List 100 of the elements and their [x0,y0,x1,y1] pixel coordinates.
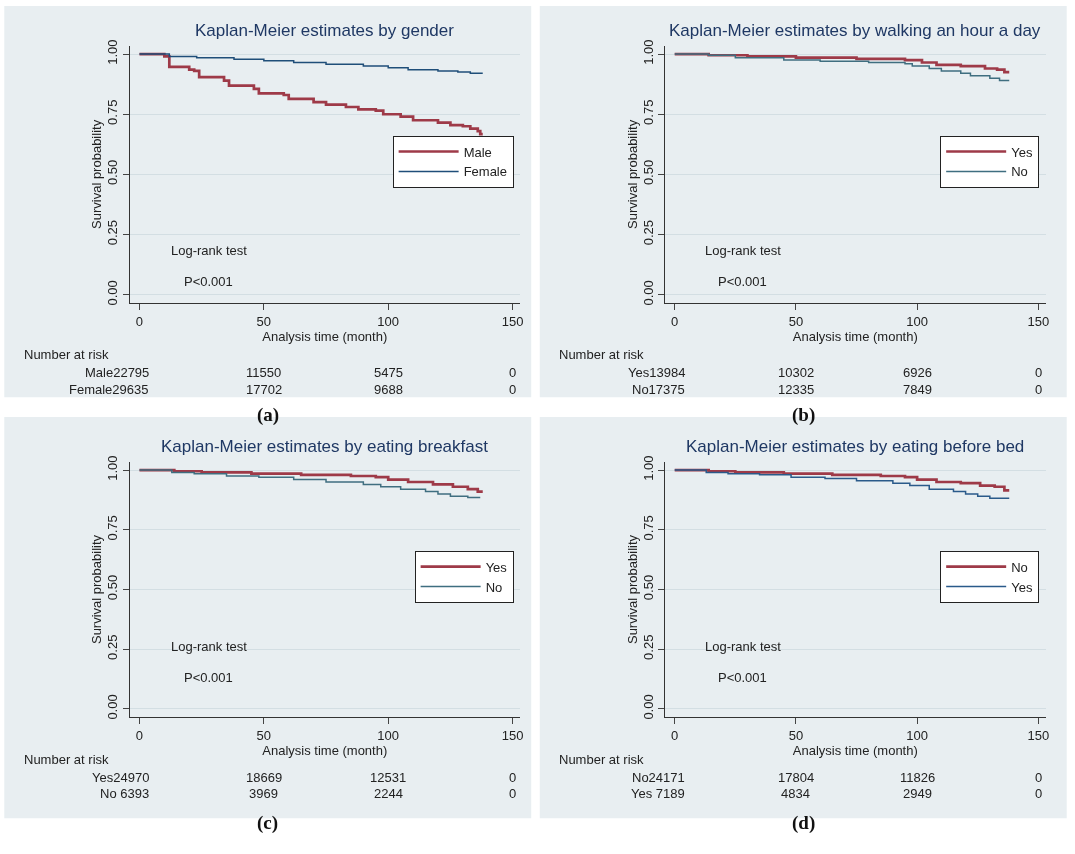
legend-label: No [1011,559,1028,575]
text: 10302 [778,365,815,380]
x-tick-label: 50 [256,727,272,743]
text: No 6393 [100,786,150,801]
y-tick-label: 0.00 [640,694,656,720]
text: No17375 [632,382,685,397]
y-tick-label: 0.25 [640,634,656,660]
legend-label: Yes [1011,579,1033,595]
text: Male22795 [85,365,150,380]
x-axis-title: Analysis time (month) [262,328,388,344]
y-tick-label: 0.00 [105,694,121,720]
y-tick-label: 0.50 [640,159,656,186]
y-tick-label: 0.75 [640,515,656,541]
text: 0 [509,365,517,380]
chart-title: Kaplan-Meier estimates by gender [195,21,455,40]
y-tick-label: 1.00 [105,39,121,65]
x-tick-label: 0 [671,313,679,329]
x-tick-label: 50 [256,313,272,329]
x-tick-label: 0 [135,313,144,329]
text: 3969 [249,786,278,801]
text: 5475 [374,365,403,380]
x-axis-title: Analysis time (month) [262,742,388,758]
text: 0 [509,382,517,397]
x-tick-label: 0 [135,727,144,743]
y-tick-label: 0.00 [105,280,121,306]
annotation: P<0.001 [184,670,233,685]
text: No24171 [632,770,685,785]
text: (c) [257,812,279,834]
annotation: Log-rank test [705,243,782,258]
annotation: Log-rank test [705,639,782,654]
y-axis-title: Survival probability [624,534,640,645]
text: 12335 [778,382,815,397]
text: 0 [1035,770,1043,785]
y-tick-label: 0.50 [640,574,656,601]
text: 18669 [246,770,283,785]
x-axis-title: Analysis time (month) [792,742,918,758]
text: (d) [792,812,816,834]
annotation: Log-rank test [171,639,248,654]
text: 0 [1035,786,1043,801]
legend-label: No [1011,164,1028,180]
legend-label: Yes [485,559,508,575]
y-tick-label: 0.50 [105,574,121,601]
x-axis-title: Analysis time (month) [792,328,918,344]
text: Yes13984 [628,365,686,380]
text: 0 [509,770,517,785]
y-axis-title: Survival probability [89,534,105,645]
annotation: P<0.001 [184,274,233,289]
chart-title: Kaplan-Meier estimates by walking an hour a day [669,21,1041,40]
chart-title: Kaplan-Meier estimates by eating before bed [686,437,1025,456]
x-tick-label: 150 [501,313,524,329]
text: 17804 [778,770,815,785]
y-tick-label: 0.25 [105,219,121,246]
text: 0 [1035,365,1043,380]
y-tick-label: 1.00 [640,455,656,481]
text: 9688 [374,382,403,397]
annotation: P<0.001 [718,670,767,685]
text: Number at risk [559,347,645,362]
text: Yes 7189 [631,786,685,801]
x-tick-label: 100 [377,727,400,743]
y-tick-label: 0.75 [105,515,121,541]
y-tick-label: 0.50 [105,159,121,186]
x-tick-label: 150 [501,727,524,743]
x-tick-label: 100 [377,313,400,329]
x-tick-label: 0 [671,727,679,743]
text: 0 [1035,382,1043,397]
text: 4834 [781,786,810,801]
legend-label: Male [463,144,492,160]
text: Yes24970 [92,770,150,785]
y-tick-label: 0.75 [640,99,656,125]
x-tick-label: 150 [1027,313,1050,329]
text: 7849 [903,382,932,397]
text: 11550 [246,365,282,380]
text: Number at risk [24,347,110,362]
chart-title: Kaplan-Meier estimates by eating breakfast [161,437,489,456]
y-tick-label: 0.25 [105,634,121,660]
x-tick-label: 50 [788,313,804,329]
text: Female29635 [69,382,149,397]
x-tick-label: 100 [906,313,928,329]
y-tick-label: 1.00 [640,39,656,65]
y-tick-label: 0.75 [105,99,121,125]
text: 12531 [370,770,407,785]
legend-label: No [485,579,503,595]
text: 2244 [374,786,403,801]
text: (a) [257,404,280,426]
text: 2949 [903,786,932,801]
text: 11826 [900,770,936,785]
text: 17702 [246,382,283,397]
x-tick-label: 50 [788,727,804,743]
text: Number at risk [24,752,110,767]
y-axis-title: Survival probability [624,119,640,229]
text: (b) [792,404,816,426]
legend-label: Female [463,164,507,180]
y-axis-title: Survival probability [89,119,105,229]
y-tick-label: 0.25 [640,219,656,246]
y-tick-label: 0.00 [640,280,656,306]
x-tick-label: 100 [906,727,928,743]
text: Number at risk [559,752,645,767]
x-tick-label: 150 [1027,727,1050,743]
text: 6926 [903,365,932,380]
y-tick-label: 1.00 [105,455,121,481]
